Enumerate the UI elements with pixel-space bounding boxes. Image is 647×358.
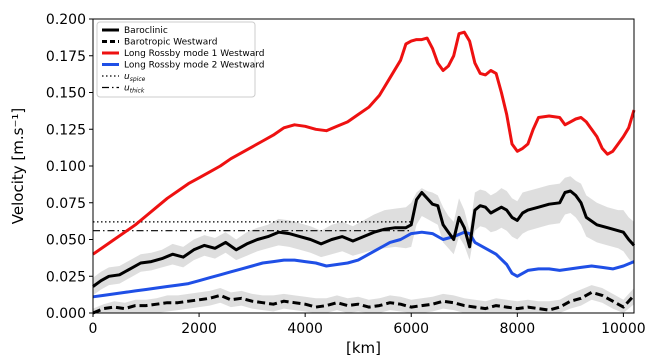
y-axis-ticks: 0.000 0.025 0.050 0.075 0.100 0.125 0.150 0.175… <box>46 12 93 322</box>
x-axis-label: [km] <box>346 339 381 357</box>
legend-box <box>96 21 256 98</box>
baroclinic-legend-label: Baroclinic <box>124 26 168 36</box>
x-tick-label: 10000 <box>601 321 646 337</box>
y-tick-label: 0.050 <box>46 233 86 249</box>
y-tick-label: 0.175 <box>46 49 86 65</box>
y-tick-label: 0.125 <box>46 122 86 138</box>
y-tick-label: 0.025 <box>46 269 86 285</box>
x-axis-ticks: 0 2000 4000 6000 8000 10000 <box>89 313 646 337</box>
x-tick-label: 2000 <box>181 321 217 337</box>
y-tick-label: 0.000 <box>46 306 86 322</box>
series-lines <box>92 30 636 315</box>
long-rossby-mode-2-westward-line <box>92 230 635 299</box>
y-tick-label: 0.200 <box>46 12 86 28</box>
long-rossby-mode-2-westward-legend-label: Long Rossby mode 2 Westward <box>124 61 265 71</box>
y-tick-label: 0.075 <box>46 196 86 212</box>
u-thick-legend-label: uthick <box>124 84 145 95</box>
reference-lines <box>93 221 412 232</box>
y-tick-label: 0.150 <box>46 86 86 102</box>
y-axis-label: Velocity [m.s⁻¹] <box>9 108 27 224</box>
long-rossby-mode-1-westward-line <box>92 30 636 256</box>
baroclinic-line <box>92 189 636 288</box>
x-tick-label: 4000 <box>287 321 323 337</box>
long-rossby-mode-1-westward-legend-label: Long Rossby mode 1 Westward <box>124 49 265 59</box>
barotropic-westward-line <box>92 290 636 315</box>
barotropic-westward-legend-label: Barotropic Westward <box>124 38 218 48</box>
x-tick-label: 6000 <box>393 321 429 337</box>
x-tick-label: 0 <box>89 321 98 337</box>
u-spice-legend-label: uspice <box>124 72 146 83</box>
x-tick-label: 8000 <box>499 321 535 337</box>
y-tick-label: 0.100 <box>46 159 86 175</box>
